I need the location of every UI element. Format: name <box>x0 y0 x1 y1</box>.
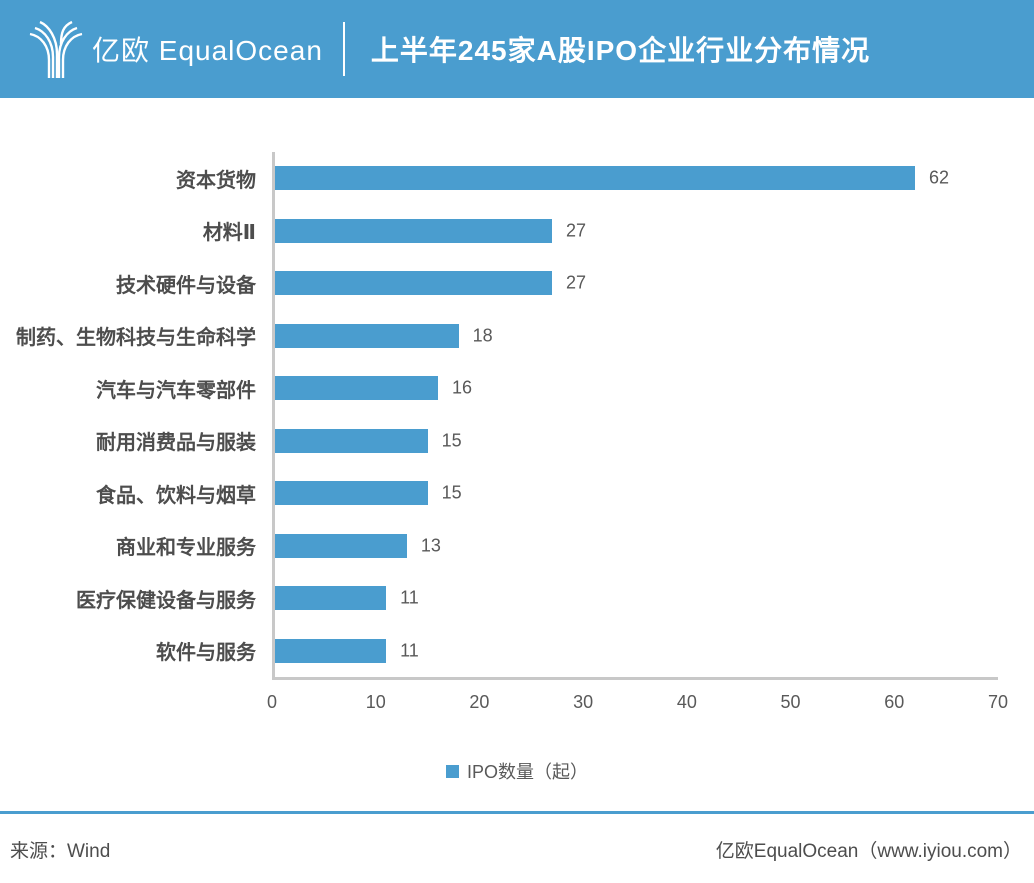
category-label: 软件与服务 <box>156 642 256 665</box>
bar-track: 16 <box>272 362 998 415</box>
x-tick-label: 60 <box>884 692 905 712</box>
bar <box>272 323 459 348</box>
legend: IPO数量（起） <box>0 758 1034 784</box>
bar-rows: 资本货物 62 材料Ⅱ 27 技术硬件与设备 27 制药、生物科技与生命科学 1… <box>0 152 998 677</box>
bar <box>272 481 428 506</box>
bar <box>272 218 553 243</box>
bar-row: 耐用消费品与服装 15 <box>0 415 998 468</box>
value-label: 18 <box>472 325 493 346</box>
category-label: 食品、饮料与烟草 <box>96 484 256 507</box>
bar-track: 11 <box>272 572 998 625</box>
x-tick-label: 20 <box>469 692 490 712</box>
bar-row: 技术硬件与设备 27 <box>0 257 998 310</box>
x-axis-ticks: 0 10 20 30 40 50 60 70 <box>267 692 1008 716</box>
value-label: 62 <box>929 167 950 188</box>
bar-track: 13 <box>272 520 998 573</box>
footer-divider <box>0 811 1034 814</box>
page-title: 上半年245家A股IPO企业行业分布情况 <box>370 35 871 66</box>
x-tick-label: 30 <box>573 692 594 712</box>
logo: 亿欧 EqualOcean <box>28 20 323 78</box>
header-divider <box>342 22 345 76</box>
value-label: 11 <box>400 640 419 661</box>
bar <box>272 586 387 611</box>
value-label: 13 <box>420 535 441 556</box>
bar-row: 制药、生物科技与生命科学 18 <box>0 310 998 363</box>
bar-row: 食品、饮料与烟草 15 <box>0 467 998 520</box>
bar <box>272 638 387 663</box>
y-axis-line <box>272 152 275 680</box>
bar <box>272 271 553 296</box>
x-tick-label: 70 <box>987 692 1009 712</box>
footer-row: 来源：Wind 亿欧EqualOcean（www.iyiou.com） <box>10 836 1022 863</box>
credit-text: 亿欧EqualOcean（www.iyiou.com） <box>715 841 1022 862</box>
bar-row: 医疗保健设备与服务 11 <box>0 572 998 625</box>
x-tick-label: 40 <box>676 692 697 712</box>
bar-row: 材料Ⅱ 27 <box>0 205 998 258</box>
bar-track: 15 <box>272 467 998 520</box>
category-label: 耐用消费品与服装 <box>96 432 256 455</box>
legend-label: IPO数量（起） <box>466 762 588 782</box>
value-label: 27 <box>566 272 587 293</box>
value-label: 27 <box>566 220 587 241</box>
bar-row: 汽车与汽车零部件 16 <box>0 362 998 415</box>
bar-row: 软件与服务 11 <box>0 625 998 678</box>
bar-track: 15 <box>272 415 998 468</box>
bar <box>272 376 438 401</box>
source-text: 来源：Wind <box>10 841 111 862</box>
value-label: 16 <box>451 377 472 398</box>
bar-track: 27 <box>272 257 998 310</box>
bar <box>272 428 428 453</box>
bar-track: 18 <box>272 310 998 363</box>
bar-row: 资本货物 62 <box>0 152 998 205</box>
x-axis-line <box>272 677 998 680</box>
bar <box>272 166 916 191</box>
category-label: 医疗保健设备与服务 <box>76 589 256 612</box>
category-label: 技术硬件与设备 <box>116 274 256 297</box>
value-label: 11 <box>400 587 419 608</box>
legend-swatch-icon <box>445 764 459 778</box>
category-label: 材料Ⅱ <box>202 222 256 245</box>
value-label: 15 <box>441 482 462 503</box>
bar-track: 27 <box>272 205 998 258</box>
bar-chart: 资本货物 62 材料Ⅱ 27 技术硬件与设备 27 制药、生物科技与生命科学 1… <box>0 152 1008 712</box>
equalocean-tulip-icon <box>29 20 83 78</box>
bar-track: 62 <box>272 152 998 205</box>
category-label: 汽车与汽车零部件 <box>96 379 256 402</box>
x-tick-label: 0 <box>266 692 278 712</box>
bar-track: 11 <box>272 625 998 678</box>
x-tick-label: 10 <box>365 692 386 712</box>
value-label: 15 <box>441 430 462 451</box>
header: 亿欧 EqualOcean 上半年245家A股IPO企业行业分布情况 <box>0 0 1034 98</box>
x-tick-label: 50 <box>780 692 801 712</box>
bar-row: 商业和专业服务 13 <box>0 520 998 573</box>
logo-text: 亿欧 EqualOcean <box>92 35 323 66</box>
category-label: 资本货物 <box>176 169 256 192</box>
category-label: 制药、生物科技与生命科学 <box>16 327 256 350</box>
bar <box>272 533 407 558</box>
category-label: 商业和专业服务 <box>116 537 256 560</box>
